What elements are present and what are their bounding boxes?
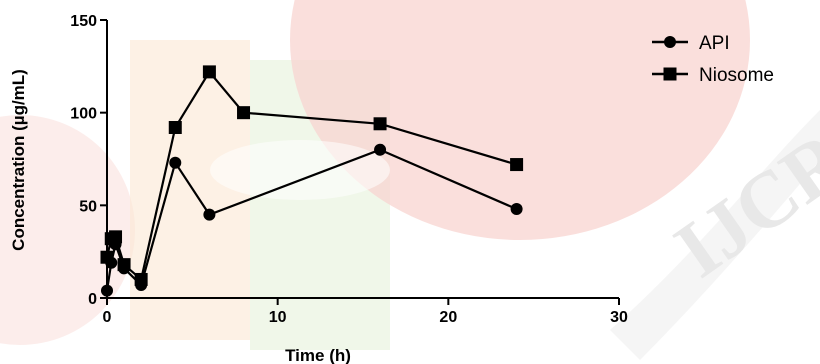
legend-marker [663,67,677,81]
data-point [510,158,524,172]
legend-label: API [699,33,730,54]
legend-label: Niosome [699,65,774,86]
series-line [105,148,518,291]
data-point [510,203,523,216]
legend: API Niosome [652,33,774,86]
data-point [203,208,216,221]
y-tick-label: 150 [70,13,97,30]
data-point [134,272,148,286]
data-point [109,230,123,244]
y-tick-label: 50 [79,198,97,215]
data-point [374,143,387,156]
legend-item-niosome: Niosome [652,65,774,86]
y-tick-label: 0 [88,291,97,308]
legend-marker [664,36,676,48]
data-point [101,284,113,297]
series-layer [100,65,524,297]
x-tick-label: 0 [103,309,112,326]
axes: 0 10 20 30 0 50 100 150 [70,13,628,326]
y-axis-label: Concentration (µg/mL) [9,69,28,251]
x-tick-label: 20 [439,309,457,326]
data-point [117,258,131,272]
series-api [101,143,523,297]
x-tick-label: 30 [610,309,628,326]
data-point [237,106,251,120]
data-point [373,117,387,131]
x-axis-label: Time (h) [285,346,351,364]
legend-item-api: API [652,33,730,54]
data-point [169,156,182,169]
data-point [100,250,114,264]
y-tick-label: 100 [70,106,97,123]
data-point [168,120,182,134]
data-point [202,65,216,79]
series-niosome [100,65,524,286]
x-tick-label: 10 [269,309,287,326]
